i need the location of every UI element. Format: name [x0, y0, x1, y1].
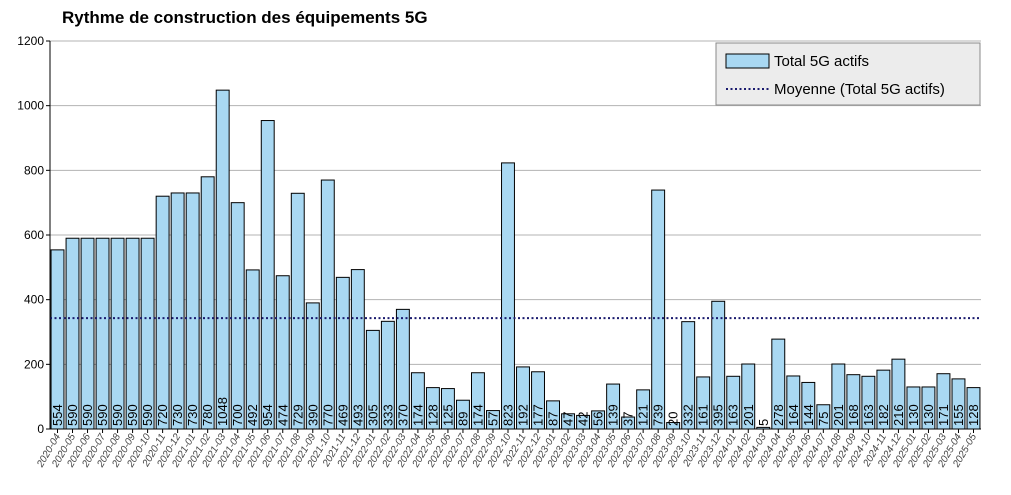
legend-swatch-bars [725, 53, 770, 69]
data-label: 333 [380, 404, 395, 426]
data-label: 590 [140, 404, 155, 426]
data-label: 57 [485, 412, 500, 426]
data-label: 5 [756, 419, 771, 426]
data-label: 739 [651, 404, 666, 426]
bar [155, 195, 170, 430]
data-label: 37 [621, 412, 636, 426]
data-label: 171 [936, 404, 951, 426]
data-label: 182 [876, 404, 891, 426]
data-label: 128 [425, 404, 440, 426]
data-label: 823 [500, 404, 515, 426]
data-label: 216 [891, 404, 906, 426]
data-label: 47 [561, 412, 576, 426]
bar [110, 237, 125, 430]
data-label: 87 [546, 412, 561, 426]
y-tick-label: 1200 [17, 34, 44, 48]
data-label: 554 [50, 404, 65, 426]
data-label: 56 [591, 412, 606, 426]
data-label: 720 [155, 404, 170, 426]
bar [65, 237, 80, 430]
data-label: 161 [696, 404, 711, 426]
data-label: 590 [110, 404, 125, 426]
data-label: 163 [861, 404, 876, 426]
y-tick-label: 0 [37, 422, 44, 436]
data-label: 305 [365, 404, 380, 426]
data-label: 730 [185, 404, 200, 426]
data-label: 201 [741, 404, 756, 426]
data-label: 130 [906, 404, 921, 426]
legend: Total 5G actifs Moyenne (Total 5G actifs) [715, 42, 981, 106]
data-labels: 554 590 590 590 590 590 590 720 730 730 780 1048 700… [50, 397, 981, 426]
data-label: 395 [711, 404, 726, 426]
data-label: 493 [350, 404, 365, 426]
data-label: 1048 [215, 397, 230, 426]
bar [140, 237, 155, 430]
y-tick-label: 200 [24, 357, 44, 371]
y-tick-label: 400 [24, 293, 44, 307]
data-label: 590 [95, 404, 110, 426]
data-label: 163 [726, 404, 741, 426]
data-label: 278 [771, 404, 786, 426]
data-label: 390 [305, 404, 320, 426]
data-label: 42 [576, 412, 591, 426]
bar [170, 192, 185, 430]
data-label: 174 [410, 404, 425, 426]
bar [501, 162, 515, 430]
bar [80, 237, 95, 430]
data-label: 590 [125, 404, 140, 426]
bars [50, 89, 981, 430]
legend-label-series: Total 5G actifs [774, 53, 869, 70]
y-tick-label: 800 [24, 163, 44, 177]
data-label: 700 [230, 404, 245, 426]
data-label: 139 [606, 404, 621, 426]
y-tick-label: 600 [24, 228, 44, 242]
data-label: 155 [951, 404, 966, 426]
data-label: 492 [245, 404, 260, 426]
bar [651, 189, 666, 430]
bar [95, 237, 110, 430]
data-label: 125 [440, 404, 455, 426]
data-label: 89 [455, 412, 470, 426]
data-label: 590 [65, 404, 80, 426]
data-label: 144 [801, 404, 816, 426]
bar [290, 192, 305, 430]
bar [200, 176, 215, 430]
data-label: 474 [275, 404, 290, 426]
data-label: 954 [260, 404, 275, 426]
data-label: 164 [786, 404, 801, 426]
bar [185, 192, 200, 430]
data-label: 174 [470, 404, 485, 426]
bar [230, 202, 245, 430]
data-label: 469 [335, 404, 350, 426]
data-label: 770 [320, 404, 335, 426]
data-label: 121 [636, 404, 651, 426]
data-label: 780 [200, 404, 215, 426]
data-label: 590 [80, 404, 95, 426]
data-label: 201 [831, 404, 846, 426]
y-tick-label: 1000 [17, 99, 44, 113]
bar [260, 120, 275, 430]
data-label: 75 [816, 412, 831, 426]
data-label: 332 [681, 404, 696, 426]
data-label: 20 [666, 412, 681, 426]
bar [50, 249, 65, 430]
bar [320, 179, 335, 430]
data-label: 730 [170, 404, 185, 426]
data-label: 168 [846, 404, 861, 426]
data-label: 192 [516, 404, 531, 426]
legend-box [715, 42, 981, 106]
bar [125, 237, 140, 430]
chart-title: Rythme de construction des équipements 5… [62, 8, 428, 27]
data-label: 177 [531, 404, 546, 426]
legend-label-average: Moyenne (Total 5G actifs) [774, 81, 945, 98]
data-label: 370 [395, 404, 410, 426]
data-label: 729 [290, 404, 305, 426]
data-label: 130 [921, 404, 936, 426]
bar [215, 89, 230, 430]
data-label: 128 [966, 404, 981, 426]
axes: 0200400600800100012002020-042020-052020-… [17, 34, 981, 470]
